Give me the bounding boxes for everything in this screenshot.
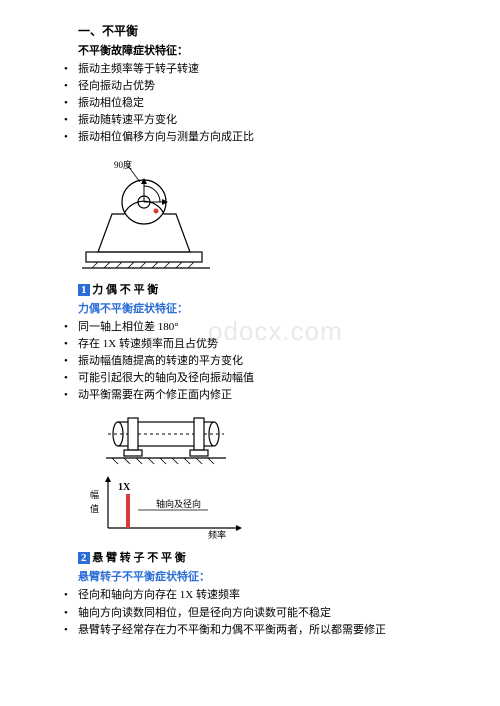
list-item: 轴向方向读数同相位，但是径向方向读数可能不稳定 — [60, 605, 500, 622]
section2-list: 同一轴上相位差 180° 存在 1X 转速频率而且占优势 振动幅值随提高的转速的… — [50, 319, 500, 404]
section3-title: 悬 臂 转 子 不 平 衡 — [92, 552, 186, 564]
bearing-diagram: 90度 — [78, 152, 218, 272]
x-axis-label: 频率 — [208, 529, 226, 540]
section1-subtitle: 不平衡故障症状特征： — [50, 42, 500, 58]
section1-list: 振动主频率等于转子转速 径向振动占优势 振动相位稳定 振动随转速平方变化 振动相… — [50, 61, 500, 146]
y-axis-label-top: 幅 — [90, 489, 99, 500]
list-item: 振动相位稳定 — [60, 95, 500, 112]
list-item: 同一轴上相位差 180° — [60, 319, 500, 336]
spectrum-line-label: 轴向及径向 — [156, 498, 201, 509]
list-item: 振动幅值随提高的转速的平方变化 — [60, 353, 500, 370]
list-item: 振动主频率等于转子转速 — [60, 61, 500, 78]
list-item: 振动相位偏移方向与测量方向成正比 — [60, 129, 500, 146]
section2-title: 力 偶 不 平 衡 — [92, 284, 158, 296]
figure-1: 90度 — [78, 152, 500, 275]
section3-num: 2 — [78, 552, 90, 564]
list-item: 振动随转速平方变化 — [60, 112, 500, 129]
section2-subtitle: 力偶不平衡症状特征： — [50, 300, 500, 316]
section2-heading: 1 力 偶 不 平 衡 — [78, 281, 500, 297]
list-item: 径向和轴向方向存在 1X 转速频率 — [60, 587, 500, 604]
rotor-spectrum-diagram: 1X 轴向及径向 幅 值 频率 — [78, 410, 258, 540]
list-item: 可能引起很大的轴向及径向振动幅值 — [60, 370, 500, 387]
section3-subtitle: 悬臂转子不平衡症状特征： — [50, 568, 500, 584]
document-body: 一、不平衡 不平衡故障症状特征： 振动主频率等于转子转速 径向振动占优势 振动相… — [50, 22, 500, 639]
section1-title: 一、不平衡 — [50, 22, 500, 39]
svg-text:1X: 1X — [118, 482, 131, 493]
section3-heading: 2 悬 臂 转 子 不 平 衡 — [78, 549, 500, 565]
section2-num: 1 — [78, 284, 90, 296]
list-item: 悬臂转子经常存在力不平衡和力偶不平衡两者，所以都需要修正 — [60, 622, 500, 639]
figure-2: 1X 轴向及径向 幅 值 频率 — [78, 410, 500, 543]
y-axis-label-bot: 值 — [90, 503, 99, 514]
list-item: 存在 1X 转速频率而且占优势 — [60, 336, 500, 353]
list-item: 动平衡需要在两个修正面内修正 — [60, 387, 500, 404]
section3-list: 径向和轴向方向存在 1X 转速频率 轴向方向读数同相位，但是径向方向读数可能不稳… — [50, 587, 500, 638]
list-item: 径向振动占优势 — [60, 78, 500, 95]
